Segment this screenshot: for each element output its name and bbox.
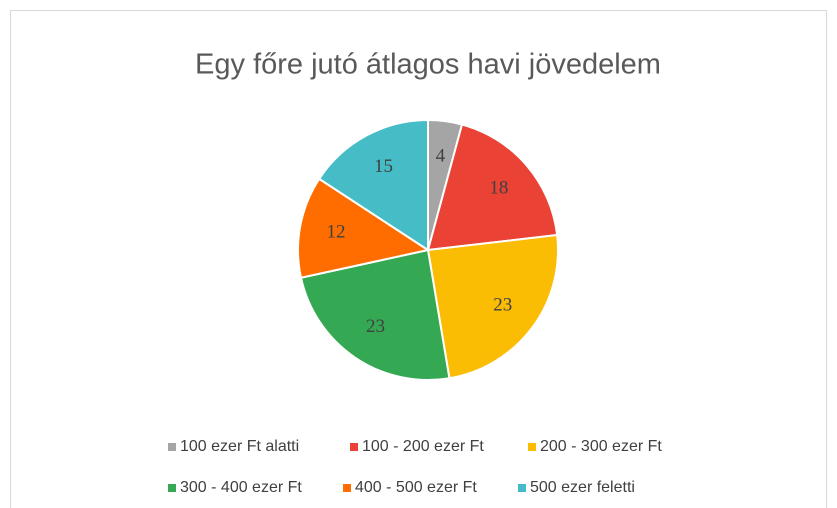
legend-label: 100 ezer Ft alatti bbox=[180, 438, 299, 455]
legend-label: 500 ezer feletti bbox=[530, 479, 635, 496]
legend-swatch bbox=[528, 443, 536, 451]
legend-swatch bbox=[343, 484, 351, 492]
data-label: 23 bbox=[366, 316, 385, 337]
legend-swatch bbox=[168, 443, 176, 451]
legend-swatch bbox=[168, 484, 176, 492]
data-label: 18 bbox=[489, 177, 508, 198]
data-label: 15 bbox=[374, 156, 393, 177]
legend-label: 400 - 500 ezer Ft bbox=[355, 479, 477, 496]
pie-slice bbox=[297, 177, 431, 279]
data-label: 23 bbox=[493, 295, 512, 316]
pie-slice bbox=[426, 233, 559, 380]
legend-label: 300 - 400 ezer Ft bbox=[180, 479, 302, 496]
data-label: 12 bbox=[326, 221, 345, 242]
legend-label: 200 - 300 ezer Ft bbox=[540, 438, 662, 455]
chart-title: Egy főre jutó átlagos havi jövedelem bbox=[195, 49, 661, 81]
data-label: 4 bbox=[436, 146, 446, 167]
legend-label: 100 - 200 ezer Ft bbox=[362, 438, 484, 455]
pie-slice bbox=[317, 118, 429, 252]
pie-slice bbox=[299, 248, 451, 381]
legend-swatch bbox=[518, 484, 526, 492]
pie-slice bbox=[426, 123, 559, 252]
legend-swatch bbox=[350, 443, 358, 451]
